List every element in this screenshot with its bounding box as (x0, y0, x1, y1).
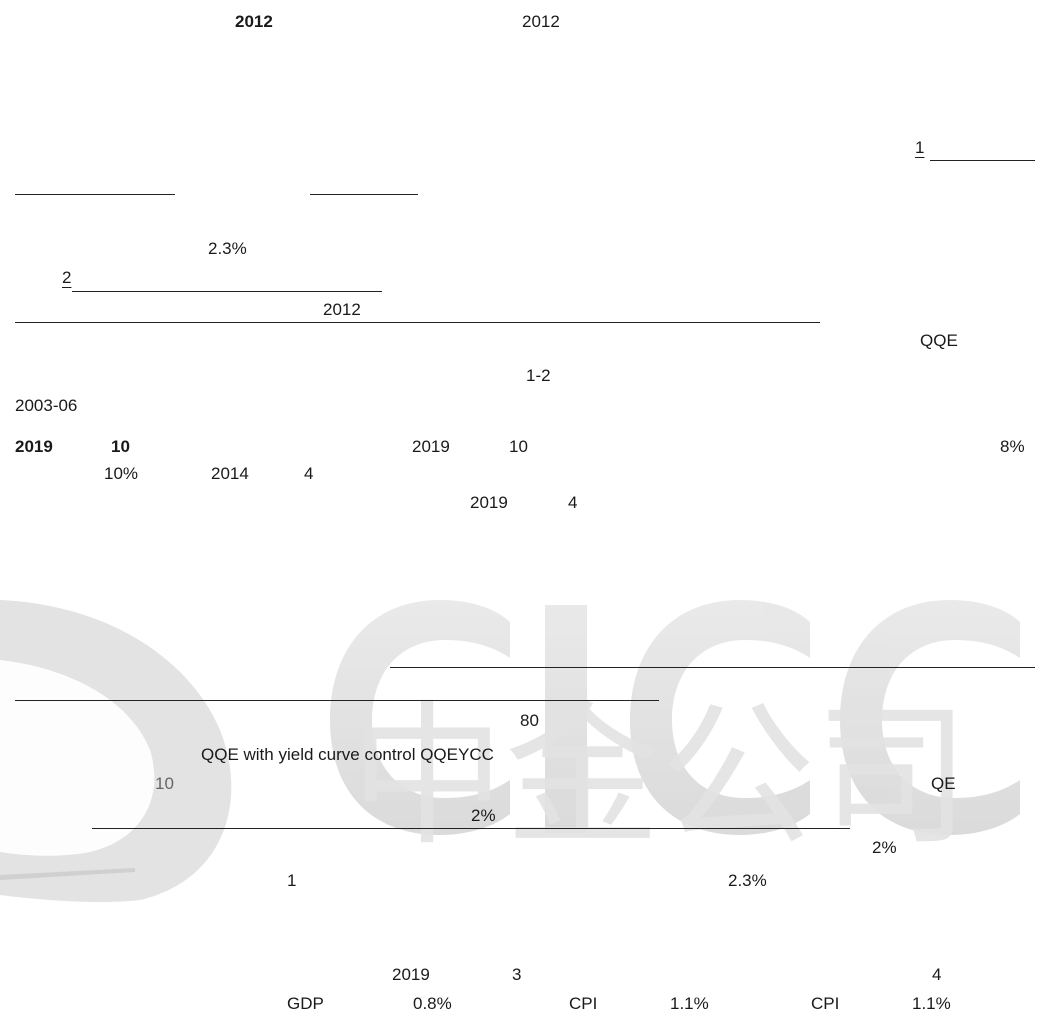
underline-rule (15, 322, 820, 323)
underline-rule (390, 667, 1035, 668)
value-text: 4 (932, 965, 942, 984)
value-text: 10 (155, 774, 174, 793)
underline-rule (15, 194, 175, 195)
watermark-emblem-inner (0, 660, 155, 856)
term-text: QQE (920, 331, 958, 350)
year-text: 2019 (412, 437, 450, 456)
year-text: 2019 (470, 493, 508, 512)
value-text: 4 (304, 464, 314, 483)
value-text: 2.3% (728, 871, 767, 890)
value-text: 1.1% (912, 994, 951, 1013)
term-text: CPI (811, 994, 840, 1013)
year-heading: 2012 (235, 12, 273, 31)
year-text: 2012 (323, 300, 361, 319)
value-text: 80 (520, 711, 539, 730)
value-text: 10 (509, 437, 528, 456)
value-text: 4 (568, 493, 578, 512)
term-text: QQE with yield curve control QQEYCC (201, 745, 494, 764)
footnote-ref-1: 1 (915, 138, 925, 157)
underline-rule (310, 194, 418, 195)
value-text: 2.3% (208, 239, 247, 258)
watermark-cjk: 中金公司 (350, 686, 970, 867)
underline-rule (930, 160, 1035, 161)
term-text: GDP (287, 994, 324, 1013)
period-text: 2003-06 (15, 396, 78, 415)
month-heading: 10 (111, 437, 130, 456)
value-text: 1-2 (526, 366, 551, 385)
value-text: 0.8% (413, 994, 452, 1013)
underline-rule (92, 828, 850, 829)
value-text: 8% (1000, 437, 1025, 456)
watermark-cicc (330, 600, 1020, 835)
year-text: 2012 (522, 12, 560, 31)
footnote-ref-2: 2 (62, 268, 72, 287)
underline-rule (15, 700, 659, 701)
value-text: 2% (471, 806, 496, 825)
value-text: 3 (512, 965, 522, 984)
year-text: 2019 (392, 965, 430, 984)
value-text: 10% (104, 464, 139, 483)
value-text: 1 (287, 871, 297, 890)
value-text: 2% (872, 838, 897, 857)
term-text: QE (931, 774, 956, 793)
year-heading: 2019 (15, 437, 53, 456)
term-text: CPI (569, 994, 598, 1013)
value-text: 1.1% (670, 994, 709, 1013)
year-text: 2014 (211, 464, 249, 483)
underline-rule (72, 291, 382, 292)
